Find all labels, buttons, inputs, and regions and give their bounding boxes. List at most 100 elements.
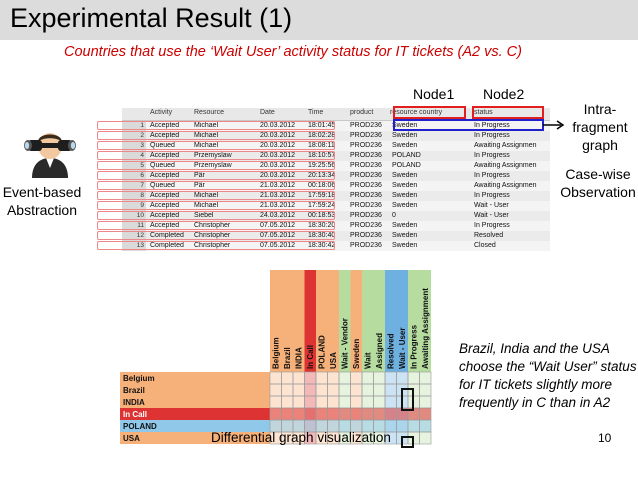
heatmap-column-header <box>419 270 431 372</box>
row-number: 3 <box>122 141 146 151</box>
table-row[interactable]: 9 Accepted Michael 21.03.2012 17:59:24 PROD23… <box>122 201 550 211</box>
heatmap-grid: Belgium Brazil INDIA In Call POLAND USA Wait -… <box>120 270 432 445</box>
table-row[interactable]: 10 Accepted Siebel 24.03.2012 00:18:53 PROD23… <box>122 211 550 221</box>
row-trace-outline <box>97 121 335 130</box>
table-cell: In Progress <box>474 172 510 179</box>
differential-heatmap: Belgium Brazil INDIA In Call POLAND USA Wait -… <box>120 270 440 452</box>
row-number: 11 <box>122 221 146 231</box>
heatmap-column-label: Wait - Vendor <box>341 318 350 369</box>
table-cell: Christopher <box>194 222 231 229</box>
brazil-india-usa-note: Brazil, India and the USA choose the “Wa… <box>459 341 637 410</box>
row-trace-outline <box>97 131 335 140</box>
wait-user-highlight-box-usa <box>401 436 414 448</box>
table-cell: Przemyslaw <box>194 162 232 169</box>
intra-fragment-graph-label: Intra-fragment graph <box>572 101 628 153</box>
table-cell: 18:01:45 <box>308 122 336 129</box>
heatmap-row-label-bg <box>120 372 270 384</box>
table-row[interactable]: 1 Accepted Michael 20.03.2012 18:01:45 PROD23… <box>122 121 550 131</box>
table-cell: Sweden <box>392 172 418 179</box>
header-time: Time <box>308 109 324 116</box>
header-resource: Resource <box>194 109 224 116</box>
table-cell: PROD236 <box>350 242 382 249</box>
table-cell: Awaiting Assignmen <box>474 162 537 169</box>
row-trace-outline <box>97 191 335 200</box>
table-cell: Sweden <box>392 242 418 249</box>
table-cell: Closed <box>474 242 496 249</box>
event-log-table: Activity Resource Date Time product reso… <box>122 108 550 251</box>
heatmap-column-label: Awaiting Assignment <box>421 288 430 369</box>
row-number: 12 <box>122 231 146 241</box>
row-trace-outline <box>97 161 335 170</box>
table-cell: Sweden <box>392 232 418 239</box>
table-cell: Queued <box>150 162 175 169</box>
heatmap-row-label-bg <box>120 384 270 396</box>
table-cell: PROD236 <box>350 202 382 209</box>
row-number: 4 <box>122 151 146 161</box>
table-cell: Michael <box>194 132 219 139</box>
table-cell: 18:08:11 <box>308 142 335 149</box>
heatmap-row-label-bg <box>120 396 270 408</box>
differential-graph-label: Differential graph visualization <box>211 430 391 445</box>
node2-label: Node2 <box>483 86 525 102</box>
table-cell: 21.03.2012 <box>260 202 296 209</box>
table-cell: Pär <box>194 182 205 189</box>
table-row[interactable]: 6 Accepted Pär 20.03.2012 20:13:34 PROD236 Swe… <box>122 171 550 181</box>
table-row[interactable]: 11 Accepted Christopher 07.05.2012 18:30:20 P… <box>122 221 550 231</box>
table-cell: POLAND <box>392 162 421 169</box>
table-row[interactable]: 8 Accepted Michael 21.03.2012 17:59:18 PROD23… <box>122 191 550 201</box>
table-row[interactable]: 5 Queued Przemyslaw 20.03.2012 19:25:56 PROD2… <box>122 161 550 171</box>
table-cell: 20.03.2012 <box>260 162 296 169</box>
table-row[interactable]: 4 Accepted Przemyslaw 20.03.2012 18:10:57 PRO… <box>122 151 550 161</box>
table-row[interactable]: 2 Accepted Michael 20.03.2012 18:02:28 PROD23… <box>122 131 550 141</box>
table-cell: Sweden <box>392 142 418 149</box>
row-number: 2 <box>122 131 146 141</box>
table-cell: 0 <box>392 212 396 219</box>
table-row[interactable]: 3 Queued Michael 20.03.2012 18:08:11 PROD236 S… <box>122 141 550 151</box>
table-cell: PROD236 <box>350 142 382 149</box>
row-number: 10 <box>122 211 146 221</box>
table-cell: POLAND <box>392 152 421 159</box>
table-cell: Completed <box>150 242 184 249</box>
heatmap-row-label: POLAND <box>123 422 157 431</box>
table-cell: Michael <box>194 192 219 199</box>
row-trace-outline <box>97 211 335 220</box>
heatmap-column-header <box>362 270 374 372</box>
heatmap-row-label-bg <box>120 432 270 444</box>
node2-highlight-box <box>472 106 544 119</box>
table-cell: Accepted <box>150 212 180 219</box>
table-cell: Accepted <box>150 122 180 129</box>
table-cell: 18:30:42 <box>308 242 336 249</box>
heatmap-row-label: INDIA <box>123 398 145 407</box>
heatmap-column-header <box>293 270 305 372</box>
table-row[interactable]: 12 Completed Christopher 07.05.2012 18:30:40… <box>122 231 550 241</box>
header-resource-country: resource country <box>390 109 443 116</box>
table-cell: Awaiting Assignmen <box>474 142 537 149</box>
table-cell: Accepted <box>150 222 180 229</box>
table-cell: 20.03.2012 <box>260 122 296 129</box>
heatmap-column-label: In Call <box>306 345 315 369</box>
heatmap-column-header <box>304 270 316 372</box>
table-cell: 24.03.2012 <box>260 212 296 219</box>
table-cell: PROD236 <box>350 152 382 159</box>
table-row[interactable]: 13 Completed Christopher 07.05.2012 18:30:42… <box>122 241 550 251</box>
table-cell: PROD236 <box>350 172 382 179</box>
table-cell: In Progress <box>474 122 510 129</box>
node1-highlight-box <box>393 106 466 119</box>
table-cell: Sweden <box>392 202 418 209</box>
row-number: 7 <box>122 181 146 191</box>
table-cell: Accepted <box>150 152 180 159</box>
table-cell: Siebel <box>194 212 214 219</box>
table-cell: Sweden <box>392 132 418 139</box>
heatmap-column-header <box>316 270 328 372</box>
heatmap-column-label: Assigned <box>375 333 384 369</box>
heatmap-column-label: USA <box>329 352 338 369</box>
table-cell: Przemyslaw <box>194 152 232 159</box>
heatmap-row-label: Brazil <box>123 386 145 395</box>
row-trace-outline <box>97 141 335 150</box>
heatmap-row-label: Belgium <box>123 374 155 383</box>
table-cell: Sweden <box>392 222 418 229</box>
heatmap-column-label: In Progress <box>410 324 419 369</box>
table-cell: 07.05.2012 <box>260 222 296 229</box>
table-cell: Michael <box>194 122 219 129</box>
table-row[interactable]: 7 Queued Pär 21.03.2012 00:18:06 PROD236 Swede… <box>122 181 550 191</box>
